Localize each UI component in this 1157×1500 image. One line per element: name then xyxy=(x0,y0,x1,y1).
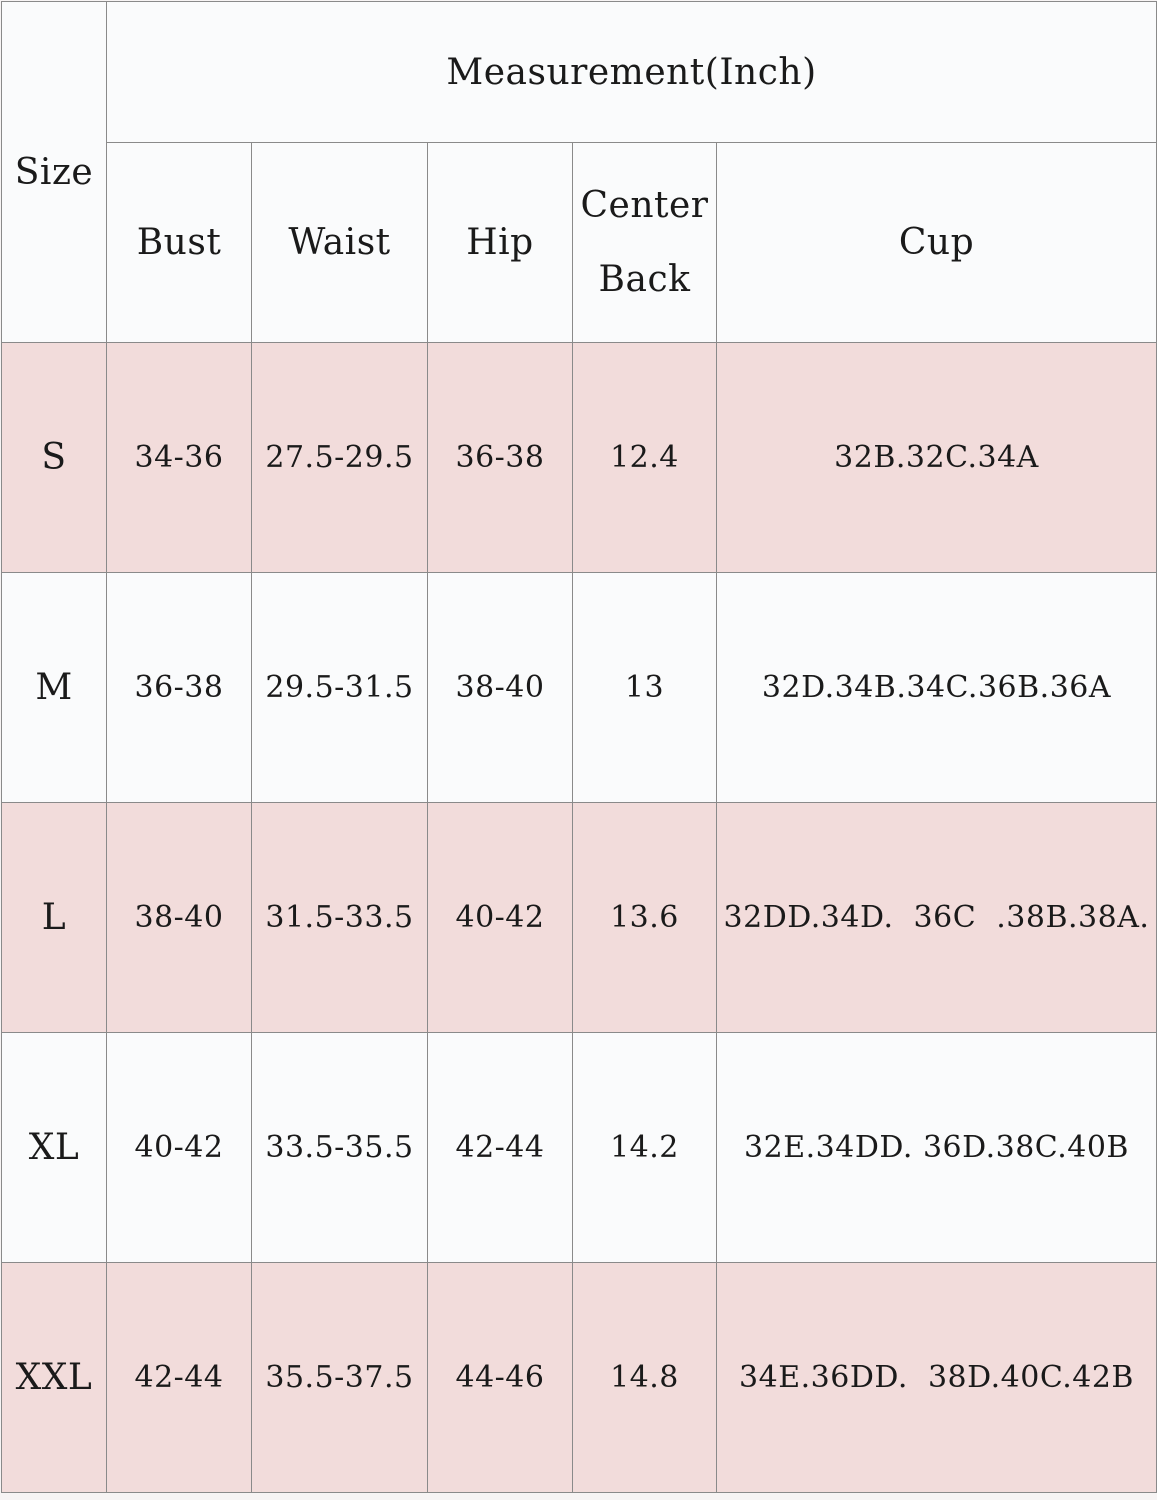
waist-cell: 35.5-37.5 xyxy=(251,1262,428,1493)
hip-header: Hip xyxy=(427,142,573,343)
waist-header: Waist xyxy=(251,142,428,343)
cup-cell: 32B.32C.34A xyxy=(716,342,1157,573)
table-row: XXL 42-44 35.5-37.5 44-46 14.8 34E.36DD. 38D.… xyxy=(1,1262,1157,1493)
cup-cell: 34E.36DD. 38D.40C.42B xyxy=(716,1262,1157,1493)
size-cell: L xyxy=(1,802,107,1033)
center-back-line-1: Center xyxy=(580,184,709,226)
size-cell: M xyxy=(1,572,107,803)
hip-cell: 36-38 xyxy=(427,342,573,573)
bust-header: Bust xyxy=(106,142,252,343)
bust-cell: 40-42 xyxy=(106,1032,252,1263)
waist-cell: 27.5-29.5 xyxy=(251,342,428,573)
hip-cell: 40-42 xyxy=(427,802,573,1033)
size-cell: S xyxy=(1,342,107,573)
cup-header: Cup xyxy=(716,142,1157,343)
waist-cell: 31.5-33.5 xyxy=(251,802,428,1033)
size-cell: XXL xyxy=(1,1262,107,1493)
table-row: L 38-40 31.5-33.5 40-42 13.6 32DD.34D. 36C .3… xyxy=(1,802,1157,1033)
size-cell: XL xyxy=(1,1032,107,1263)
waist-cell: 29.5-31.5 xyxy=(251,572,428,803)
hip-cell: 42-44 xyxy=(427,1032,573,1263)
bust-cell: 38-40 xyxy=(106,802,252,1033)
cup-cell: 32E.34DD. 36D.38C.40B xyxy=(716,1032,1157,1263)
header-row: Size Measurement(Inch) xyxy=(1,1,1157,343)
bust-cell: 36-38 xyxy=(106,572,252,803)
center-back-cell: 13 xyxy=(572,572,717,803)
bust-cell: 42-44 xyxy=(106,1262,252,1493)
center-back-line-2: Back xyxy=(598,258,691,300)
hip-cell: 38-40 xyxy=(427,572,573,803)
waist-cell: 33.5-35.5 xyxy=(251,1032,428,1263)
cup-cell: 32DD.34D. 36C .38B.38A. xyxy=(716,802,1157,1033)
table-row: S 34-36 27.5-29.5 36-38 12.4 32B.32C.34A xyxy=(1,342,1157,573)
column-header-row: Bust Waist Hip Center Back Cup xyxy=(2,142,1157,343)
center-back-cell: 12.4 xyxy=(572,342,717,573)
measurement-header: Measurement(Inch) xyxy=(106,1,1157,143)
size-header: Size xyxy=(1,1,107,343)
cup-cell: 32D.34B.34C.36B.36A xyxy=(716,572,1157,803)
table-row: M 36-38 29.5-31.5 38-40 13 32D.34B.34C.36B.36… xyxy=(1,572,1157,803)
hip-cell: 44-46 xyxy=(427,1262,573,1493)
center-back-cell: 14.2 xyxy=(572,1032,717,1263)
table-row: XL 40-42 33.5-35.5 42-44 14.2 32E.34DD. 36D.3… xyxy=(1,1032,1157,1263)
bust-cell: 34-36 xyxy=(106,342,252,573)
center-back-cell: 13.6 xyxy=(572,802,717,1033)
center-back-header: Center Back xyxy=(572,142,717,343)
center-back-cell: 14.8 xyxy=(572,1262,717,1493)
